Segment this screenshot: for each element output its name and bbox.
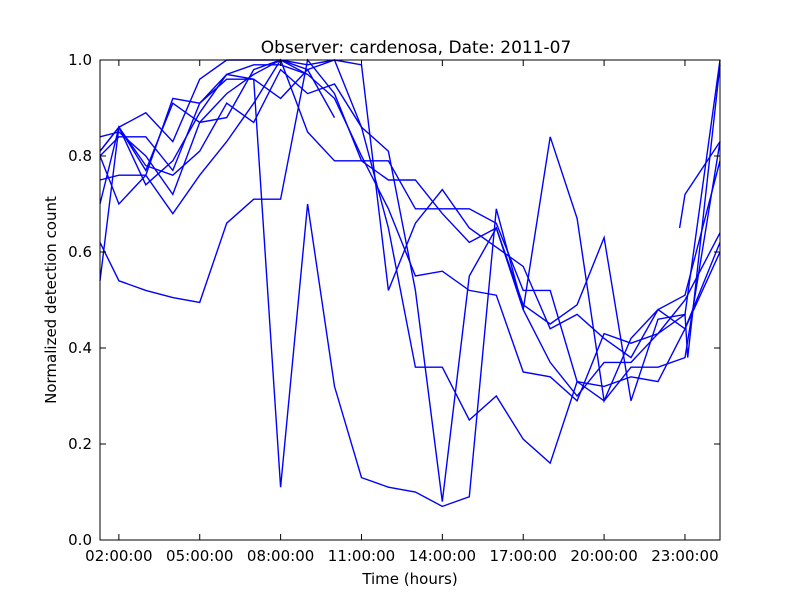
series-line-5 xyxy=(99,59,721,359)
y-tick-label: 0.4 xyxy=(68,339,92,357)
x-axis-label: Time (hours) xyxy=(361,570,457,588)
series-line-4 xyxy=(99,59,336,152)
y-axis-label: Normalized detection count xyxy=(42,196,60,404)
plot-frame xyxy=(99,59,721,541)
y-tick-label: 0.8 xyxy=(68,147,92,165)
series-line-9 xyxy=(99,64,308,206)
x-tick-label: 20:00:00 xyxy=(570,547,637,565)
series-line-1 xyxy=(99,59,721,402)
tick-layer: 02:00:00 05:00:00 08:00:00 11:00:00 14:00:00… xyxy=(68,51,720,565)
x-tick-label: 05:00:00 xyxy=(166,547,233,565)
series-line-6 xyxy=(99,68,721,465)
x-tick-label: 08:00:00 xyxy=(247,547,314,565)
y-tick-label: 0.0 xyxy=(68,531,92,549)
chart-title: Observer: cardenosa, Date: 2011-07 xyxy=(261,38,572,58)
y-tick-label: 0.2 xyxy=(68,435,92,453)
y-tick-label: 1.0 xyxy=(68,51,92,69)
series-line-10 xyxy=(678,141,721,229)
x-tick-label: 11:00:00 xyxy=(328,547,395,565)
x-tick-label: 23:00:00 xyxy=(651,547,718,565)
series-layer xyxy=(99,58,721,508)
x-tick-label: 14:00:00 xyxy=(409,547,476,565)
x-tick-label: 02:00:00 xyxy=(85,547,152,565)
x-tick-label: 17:00:00 xyxy=(490,547,557,565)
series-line-2 xyxy=(99,58,721,388)
series-line-7 xyxy=(99,78,721,508)
series-line-8 xyxy=(99,59,721,502)
y-tick-label: 0.6 xyxy=(68,243,92,261)
series-line-3 xyxy=(99,58,721,402)
